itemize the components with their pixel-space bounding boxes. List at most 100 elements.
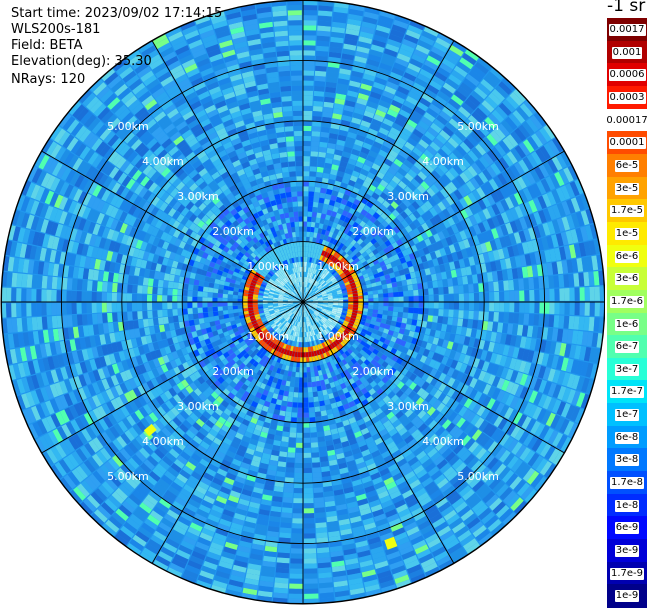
range-gate-cell: [315, 512, 326, 518]
range-gate-cell: [303, 161, 310, 166]
range-gate-cell: [283, 426, 290, 432]
range-gate-cell: [368, 302, 373, 305]
range-gate-cell: [304, 518, 315, 523]
range-gate-cell: [544, 289, 549, 301]
range-gate-cell: [312, 131, 321, 137]
range-gate-cell: [514, 302, 519, 312]
range-gate-cell: [303, 55, 315, 60]
range-gate-cell: [368, 309, 373, 313]
range-gate-cell: [314, 502, 324, 508]
range-gate-cell: [279, 456, 287, 462]
range-gate-cell: [443, 287, 449, 294]
range-gate-cell: [303, 156, 310, 161]
range-gate-cell: [304, 513, 314, 518]
range-gate-cell: [311, 442, 318, 448]
range-gate-cell: [427, 282, 433, 289]
range-gate-cell: [304, 458, 312, 463]
range-gate-cell: [484, 302, 489, 311]
range-gate-cell: [398, 307, 403, 312]
range-gate-cell: [524, 302, 529, 313]
range-gate-cell: [280, 522, 291, 528]
range-gate-cell: [398, 312, 404, 317]
range-gate-cell: [393, 312, 399, 317]
range-gate-cell: [429, 302, 434, 308]
range-gate-cell: [544, 302, 549, 314]
range-gate-cell: [295, 473, 304, 478]
range-gate-cell: [307, 367, 311, 372]
range-gate-cell: [303, 232, 306, 237]
range-gate-cell: [295, 377, 299, 382]
range-gate-cell: [281, 517, 292, 523]
range-gate-cell: [307, 227, 311, 232]
range-gate-cell: [398, 292, 403, 297]
range-gate-cell: [474, 293, 479, 302]
range-gate-cell: [317, 31, 330, 37]
range-gate-cell: [303, 70, 314, 75]
range-gate-cell: [303, 216, 307, 221]
range-gate-cell: [312, 462, 320, 468]
range-gate-cell: [564, 302, 569, 315]
range-gate-cell: [310, 156, 317, 162]
range-gate-cell: [287, 452, 295, 458]
range-gate-cell: [304, 468, 312, 473]
range-gate-cell: [303, 136, 311, 141]
range-gate-cell: [309, 412, 315, 418]
range-gate-cell: [275, 572, 289, 578]
range-gate-cell: [303, 342, 305, 347]
range-gate-cell: [309, 191, 315, 196]
range-gate-cell: [407, 285, 413, 291]
range-gate-cell: [304, 473, 313, 478]
range-gate-cell: [312, 457, 320, 463]
range-gate-cell: [315, 507, 325, 513]
range-gate-cell: [303, 5, 317, 10]
range-gate-cell: [424, 295, 429, 301]
range-gate-cell: [282, 436, 289, 442]
range-gate-cell: [397, 281, 403, 287]
range-gate-cell: [570, 302, 575, 315]
range-gate-cell: [299, 372, 303, 377]
range-gate-cell: [297, 418, 303, 423]
range-gate-cell: [524, 290, 529, 301]
range-gate-cell: [314, 492, 324, 498]
range-gate-cell: [283, 497, 293, 503]
range-gate-cell: [304, 508, 314, 513]
range-gate-cell: [424, 302, 429, 308]
range-gate-cell: [304, 438, 311, 443]
range-gate-cell: [317, 431, 324, 437]
range-gate-cell: [548, 276, 554, 288]
range-gate-cell: [434, 295, 439, 302]
range-gate-cell: [454, 302, 459, 310]
range-gate-cell: [316, 527, 327, 533]
range-gate-cell: [414, 302, 419, 308]
range-gate-cell: [553, 275, 559, 288]
range-gate-cell: [394, 302, 399, 307]
range-gate-cell: [317, 547, 329, 553]
range-gate-cell: [368, 295, 373, 299]
range-gate-cell: [411, 319, 417, 325]
range-gate-cell: [284, 487, 294, 493]
range-gate-cell: [318, 557, 331, 563]
range-gate-cell: [320, 188, 326, 194]
range-gate-cell: [554, 302, 559, 314]
range-gate-cell: [388, 311, 394, 316]
range-gate-cell: [277, 552, 290, 558]
range-gate-cell: [303, 237, 306, 242]
range-gate-cell: [558, 275, 564, 288]
range-gate-cell: [299, 388, 303, 393]
range-gate-cell: [559, 302, 564, 315]
range-gate-cell: [308, 196, 313, 201]
range-gate-cell: [303, 45, 315, 50]
range-gate-cell: [408, 308, 413, 314]
range-gate-cell: [448, 286, 454, 294]
range-gate-cell: [289, 594, 303, 599]
range-gate-cell: [473, 284, 479, 293]
range-gate-cell: [279, 410, 285, 416]
range-gate-cell: [293, 508, 303, 513]
range-gate-cell: [448, 310, 454, 318]
range-gate-cell: [303, 65, 314, 70]
range-gate-cell: [315, 71, 326, 77]
range-gate-cell: [373, 294, 378, 298]
range-gate-cell: [353, 296, 358, 299]
range-gate-cell: [404, 302, 409, 307]
range-gate-cell: [296, 362, 299, 367]
